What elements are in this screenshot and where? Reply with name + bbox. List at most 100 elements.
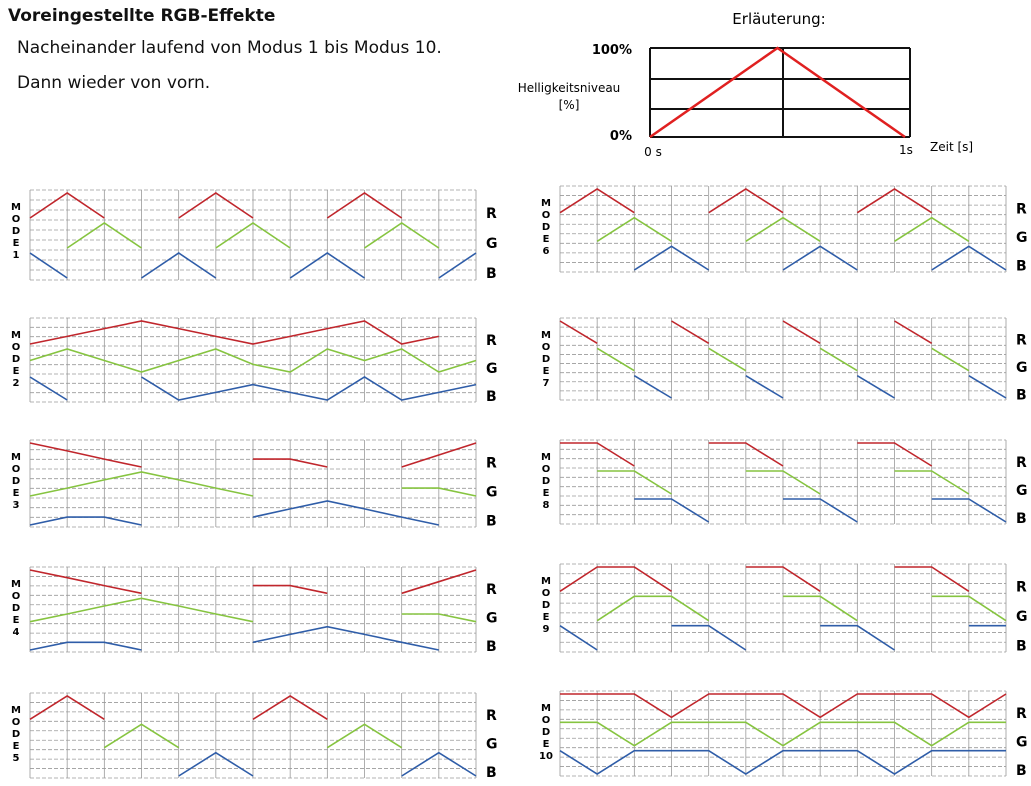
series-line-b (401, 751, 477, 777)
series-line-b (559, 749, 1006, 775)
channel-label-r: R (486, 206, 497, 222)
mode-number: 7 (543, 378, 550, 389)
mode-label-letter: E (13, 366, 20, 377)
mode-number: 5 (13, 753, 20, 764)
series-line-g (708, 347, 747, 372)
mode-number: 4 (13, 627, 20, 638)
legend-y-max-label: 100% (592, 43, 632, 58)
mode-label-letter: E (13, 488, 20, 499)
series-line-b (252, 625, 439, 651)
series-line-g (783, 595, 858, 622)
mode-label-letter: M (541, 703, 551, 714)
mode-number: 2 (13, 378, 20, 389)
channel-label-g: G (1016, 735, 1028, 751)
mode-label-letter: O (542, 464, 551, 475)
description-line-2: Dann wieder von vorn. (17, 73, 211, 93)
series-line-g (745, 470, 821, 495)
series-line-b (671, 624, 747, 651)
channel-label-r: R (1016, 580, 1027, 596)
series-line-r (560, 442, 635, 467)
mode-label-letter: D (12, 603, 20, 614)
series-line-g (401, 487, 477, 497)
channel-label-r: R (486, 708, 497, 724)
mode-label-letter: O (542, 588, 551, 599)
series-line-r (401, 442, 477, 468)
mode-number: 8 (543, 500, 550, 511)
description-line-1: Nacheinander laufend von Modus 1 bis Mod… (17, 38, 442, 58)
series-line-r (708, 188, 784, 214)
series-line-r (29, 569, 142, 595)
mode-label-letter: M (541, 330, 551, 341)
mode-label-letter: O (12, 464, 21, 475)
series-line-g (29, 597, 254, 623)
series-line-g (596, 595, 710, 622)
mode-label-letter: E (543, 739, 550, 750)
series-line-r (857, 442, 933, 467)
series-line-g (29, 348, 477, 373)
series-line-g (364, 222, 440, 249)
series-line-r (708, 442, 784, 467)
series-line-r (401, 569, 477, 595)
mode-label-letter: E (13, 615, 20, 626)
series-line-r (29, 695, 105, 720)
mode-label-letter: D (12, 354, 20, 365)
channel-label-b: B (486, 266, 497, 282)
mode-label-letter: E (543, 366, 550, 377)
mode-label-letter: O (12, 717, 21, 728)
channel-label-r: R (486, 333, 497, 349)
series-line-b (783, 498, 858, 523)
series-line-g (597, 470, 672, 495)
series-line-g (931, 347, 970, 372)
legend-y-axis-label: Helligkeitsniveau (518, 81, 621, 95)
series-line-g (931, 595, 1007, 622)
channel-label-r: R (1016, 706, 1027, 722)
series-line-g (66, 222, 142, 249)
series-line-g (560, 721, 1006, 747)
mode-label-letter: D (12, 729, 20, 740)
series-line-r (894, 320, 933, 344)
mode-label-letter: M (11, 202, 21, 213)
series-line-b (141, 252, 217, 279)
channel-label-b: B (486, 389, 497, 405)
channel-label-r: R (1016, 455, 1027, 471)
series-line-b (820, 624, 895, 651)
mode-number: 9 (543, 624, 550, 635)
channel-label-g: G (1016, 230, 1028, 246)
channel-label-b: B (1016, 259, 1027, 275)
series-line-r (671, 320, 710, 344)
mode-label-letter: M (11, 705, 21, 716)
series-line-b (29, 252, 68, 279)
mode-number: 10 (539, 751, 553, 762)
mode-label-letter: M (541, 576, 551, 587)
series-line-b (141, 376, 477, 401)
legend-x-axis-label: Zeit [s] (930, 140, 973, 154)
mode-label-letter: E (13, 238, 20, 249)
legend-ramp-series (649, 46, 906, 139)
mode-label-letter: O (542, 342, 551, 353)
series-line-b (634, 498, 710, 523)
series-line-r (253, 584, 328, 595)
mode-label-letter: D (542, 600, 550, 611)
series-line-b (782, 245, 858, 271)
series-line-b (633, 375, 672, 399)
series-line-b (856, 375, 895, 399)
series-line-b (633, 245, 710, 271)
series-line-r (29, 192, 105, 219)
series-line-b (931, 498, 1007, 523)
mode-label-letter: E (543, 488, 550, 499)
channel-label-r: R (486, 456, 497, 472)
series-line-r (559, 320, 598, 344)
mode-label-letter: O (12, 342, 21, 353)
legend-y-min-label: 0% (610, 129, 632, 144)
series-line-g (894, 216, 970, 242)
series-line-r (29, 442, 142, 468)
mode-label-letter: M (541, 452, 551, 463)
series-line-r (326, 192, 403, 219)
series-line-b (931, 245, 1007, 271)
channel-label-g: G (486, 236, 498, 252)
